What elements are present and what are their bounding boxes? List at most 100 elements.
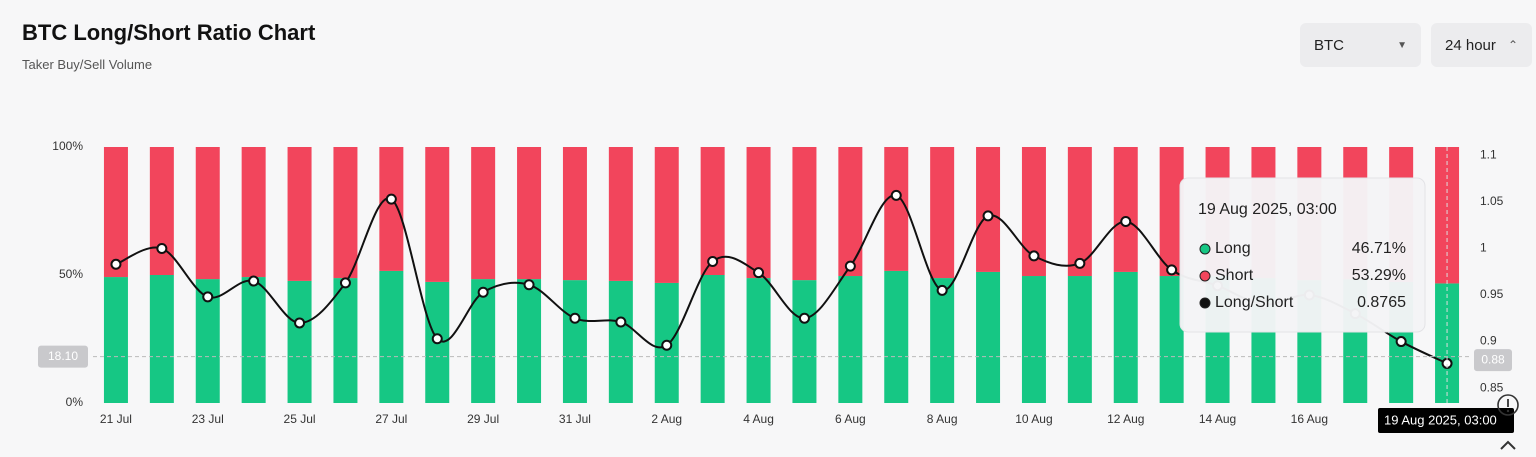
- info-button[interactable]: [1497, 394, 1519, 416]
- bar-segment: [792, 147, 817, 281]
- crosshair-y2-box: [1474, 349, 1512, 372]
- dropdown-arrow: ▼: [1397, 39, 1407, 51]
- bar-segment: [471, 147, 496, 280]
- x-tick-label: 8 Aug: [927, 412, 958, 426]
- bar-segment: [103, 147, 128, 278]
- y-tick-label: 0%: [66, 395, 84, 409]
- bar-segment: [608, 280, 633, 403]
- tooltip-swatch: [1199, 297, 1211, 309]
- bar-segment: [976, 147, 1001, 272]
- bar-segment: [149, 147, 174, 275]
- x-tick-label: 21 Jul: [100, 412, 132, 426]
- page-title: BTC Long/Short Ratio Chart: [22, 20, 316, 45]
- bar-segment: [1113, 271, 1138, 403]
- crosshair-y-box: [38, 345, 88, 368]
- crosshair-y2-label: 0.88: [1481, 352, 1505, 366]
- ratio-point: [661, 339, 673, 351]
- bar-segment: [608, 147, 633, 281]
- y2-tick-label: 1: [1480, 241, 1487, 255]
- ratio-point: [1120, 215, 1132, 227]
- bar-segment: [976, 271, 1001, 403]
- bar-segment: [241, 277, 266, 403]
- bar-segment: [700, 275, 725, 403]
- scroll-top-button[interactable]: [1500, 440, 1516, 450]
- y2-tick-label: 1.1: [1480, 148, 1497, 162]
- ratio-point: [890, 189, 902, 201]
- tooltip-swatch: [1199, 243, 1211, 255]
- x-tick-label: 12 Aug: [1107, 412, 1144, 426]
- y-tick-label: 50%: [59, 267, 83, 281]
- ratio-point: [477, 286, 489, 298]
- x-tick-label: 6 Aug: [835, 412, 866, 426]
- bar-segment: [1113, 147, 1138, 272]
- ratio-point: [202, 291, 214, 303]
- bar-segment: [1067, 147, 1092, 277]
- y2-tick-label: 1.05: [1480, 194, 1504, 208]
- dropdown-arrow: ⌃: [1507, 38, 1518, 52]
- ratio-point: [1395, 336, 1407, 348]
- x-tick-label: 23 Jul: [192, 412, 224, 426]
- bar-segment: [562, 147, 587, 281]
- ratio-point: [1074, 257, 1086, 269]
- tooltip-series-name: Short: [1215, 267, 1254, 284]
- asset-value: BTC: [1314, 36, 1344, 54]
- bar-segment: [1021, 147, 1046, 277]
- bar-segment: [149, 275, 174, 403]
- bar-segment: [654, 147, 679, 283]
- ratio-point: [431, 333, 443, 345]
- x-tick-label: 16 Aug: [1291, 412, 1328, 426]
- bar-segment: [241, 147, 266, 278]
- x-tick-label: 4 Aug: [743, 412, 774, 426]
- ratio-point: [615, 316, 627, 328]
- y2-tick-label: 0.85: [1480, 380, 1504, 394]
- ratio-point: [110, 258, 122, 270]
- bar-segment: [838, 147, 863, 277]
- y-tick-label: 100%: [52, 139, 83, 153]
- bar-segment: [792, 280, 817, 403]
- bar-segment: [425, 147, 450, 282]
- tooltip-title: 19 Aug 2025, 03:00: [1198, 201, 1337, 218]
- crosshair-x-label: 19 Aug 2025, 03:00: [1384, 412, 1497, 427]
- tooltip-swatch: [1199, 270, 1211, 282]
- tooltip: 19 Aug 2025, 03:00 Long 46.71% Short 53.29% L…: [1179, 177, 1426, 333]
- tooltip-value: 46.71%: [1352, 240, 1406, 257]
- ratio-point: [753, 267, 765, 279]
- ratio-point: [156, 242, 168, 254]
- bar-segment: [562, 280, 587, 403]
- ratio-point: [798, 312, 810, 324]
- ratio-point: [294, 317, 306, 329]
- bar-segment: [930, 278, 955, 403]
- tooltip-box: [1179, 177, 1426, 333]
- bar-segment: [930, 147, 955, 279]
- overlay: 18.10 0.88 19 Aug 2025, 03:00 19 Aug 2025, …: [38, 147, 1514, 433]
- ratio-point: [1166, 264, 1178, 276]
- x-tick-label: 31 Jul: [559, 412, 591, 426]
- x-tick-label: 14 Aug: [1199, 412, 1236, 426]
- bar-segment: [195, 147, 220, 280]
- bar-segment: [838, 276, 863, 403]
- bar-segment: [884, 270, 909, 403]
- bar-segment: [333, 278, 358, 403]
- y2-tick-label: 0.95: [1480, 287, 1504, 301]
- bar-segment: [746, 278, 771, 403]
- bar-segment: [333, 147, 358, 279]
- bar-segment: [1067, 276, 1092, 403]
- bar-segment: [1021, 276, 1046, 403]
- x-tick-label: 10 Aug: [1015, 412, 1052, 426]
- ratio-point: [339, 277, 351, 289]
- ratio-point: [936, 284, 948, 296]
- interval-select[interactable]: 24 hour ⌃: [1431, 23, 1532, 67]
- y2-tick-label: 0.9: [1480, 334, 1497, 348]
- bar-segment: [517, 147, 542, 280]
- bar-segment: [379, 147, 404, 271]
- bar-segment: [287, 280, 312, 403]
- asset-select[interactable]: BTC ▼: [1300, 23, 1421, 67]
- ratio-point: [707, 256, 719, 268]
- crosshair-x-box: [1378, 408, 1514, 433]
- crosshair-y-label: 18.10: [48, 349, 78, 363]
- ratio-point: [523, 279, 535, 291]
- interval-value: 24 hour: [1445, 36, 1496, 54]
- bar-segment: [746, 147, 771, 279]
